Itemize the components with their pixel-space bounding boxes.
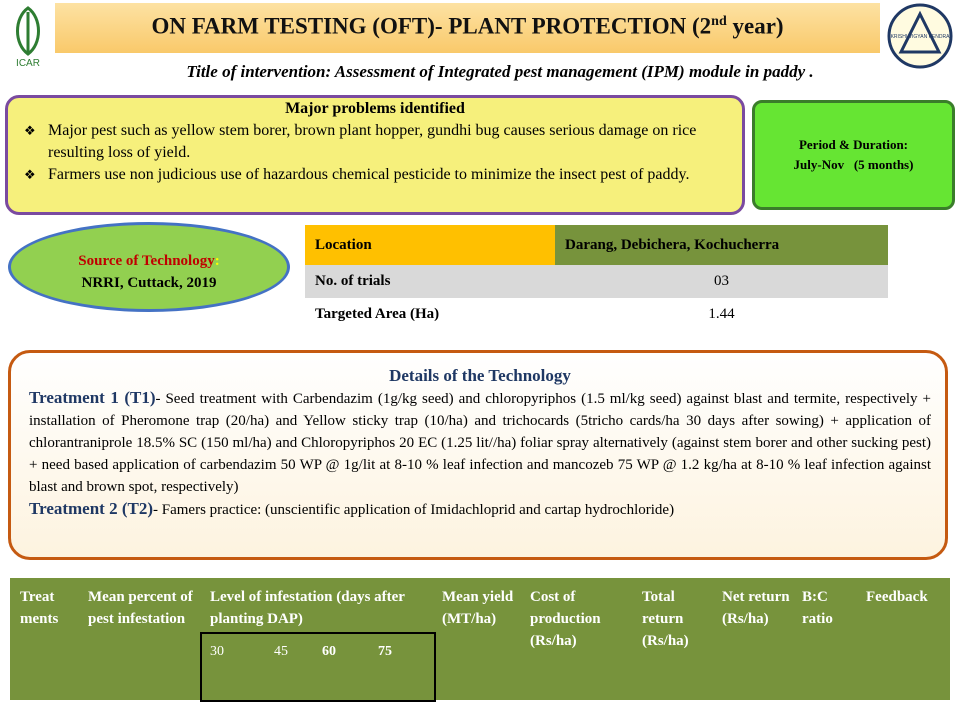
dap: 75 <box>378 644 392 659</box>
col-header: Net return (Rs/ha) <box>722 589 790 627</box>
col-header: Cost of production (Rs/ha) <box>530 589 601 649</box>
dap: 30 <box>210 644 224 659</box>
results-table: Treat ments Mean percent of pest infesta… <box>10 578 950 702</box>
treatment: Treatment 1 (T1)- Seed treatment with Ca… <box>29 387 931 498</box>
col-header: B:C ratio <box>802 589 833 627</box>
problem: Farmers use non judicious use of hazardo… <box>24 164 728 186</box>
logo-text: ICAR <box>16 58 40 69</box>
period-value: July-Nov (5 months) <box>793 157 914 172</box>
problems-title: Major problems identified <box>285 100 465 117</box>
treatment: Treatment 2 (T2)- Famers practice: (unsc… <box>29 498 931 521</box>
treatment-text: - Seed treatment with Carbendazim (1g/kg… <box>29 391 931 495</box>
col-header: Level of infestation (days after plantin… <box>210 589 405 627</box>
icar-logo: ICAR <box>16 6 40 69</box>
cell: Location <box>305 225 555 265</box>
problems-list: Major pest such as yellow stem borer, br… <box>22 120 728 186</box>
title: ON FARM TESTING (OFT)- PLANT PROTECTION … <box>55 3 880 53</box>
source-box: Source of Technology: NRRI, Cuttack, 201… <box>8 222 290 312</box>
col-header: Total return (Rs/ha) <box>642 589 689 649</box>
treatment-text: - Famers practice: (unscientific applica… <box>153 502 675 518</box>
cell: No. of trials <box>315 273 391 289</box>
cell: 03 <box>714 273 729 289</box>
logo-text: KRISHI VIGYAN KENDRA <box>891 34 950 40</box>
col-header: Mean percent of pest infestation <box>88 589 193 627</box>
details-box: Details of the Technology Treatment 1 (T… <box>8 350 948 560</box>
source-value: NRRI, Cuttack, 2019 <box>81 275 217 291</box>
info-table: Location Darang, Debichera, Kochucherra N… <box>305 225 888 331</box>
problem: Major pest such as yellow stem borer, br… <box>24 120 728 164</box>
period-label: Period & Duration: <box>798 137 909 152</box>
period-box: Period & Duration: July-Nov (5 months) <box>752 100 955 210</box>
source-colon: : <box>214 253 220 269</box>
treatment-label: Treatment 2 (T2) <box>29 499 154 518</box>
dap: 60 <box>322 644 336 659</box>
col-header: Treat ments <box>20 589 59 627</box>
title-sup: nd <box>711 14 727 29</box>
problems-box: Major problems identified Major pest suc… <box>5 95 745 215</box>
intervention: Title of intervention: Assessment of Int… <box>186 62 814 81</box>
title-text: ON FARM TESTING (OFT)- PLANT PROTECTION … <box>151 13 712 39</box>
title-text: year) <box>726 13 784 39</box>
kvk-logo: KRISHI VIGYAN KENDRA <box>887 3 953 69</box>
cell: Targeted Area (Ha) <box>315 306 440 322</box>
treatment-label: Treatment 1 (T1) <box>29 388 156 407</box>
col-header: Feedback <box>866 589 928 605</box>
col-header: Mean yield (MT/ha) <box>442 589 514 627</box>
cell: 1.44 <box>708 306 735 322</box>
cell: Darang, Debichera, Kochucherra <box>555 225 888 265</box>
source-label: Source of Technology <box>78 253 215 269</box>
details-title: Details of the Technology <box>389 366 571 385</box>
dap: 45 <box>274 644 288 659</box>
dap-box: 30 45 60 75 <box>200 632 436 702</box>
